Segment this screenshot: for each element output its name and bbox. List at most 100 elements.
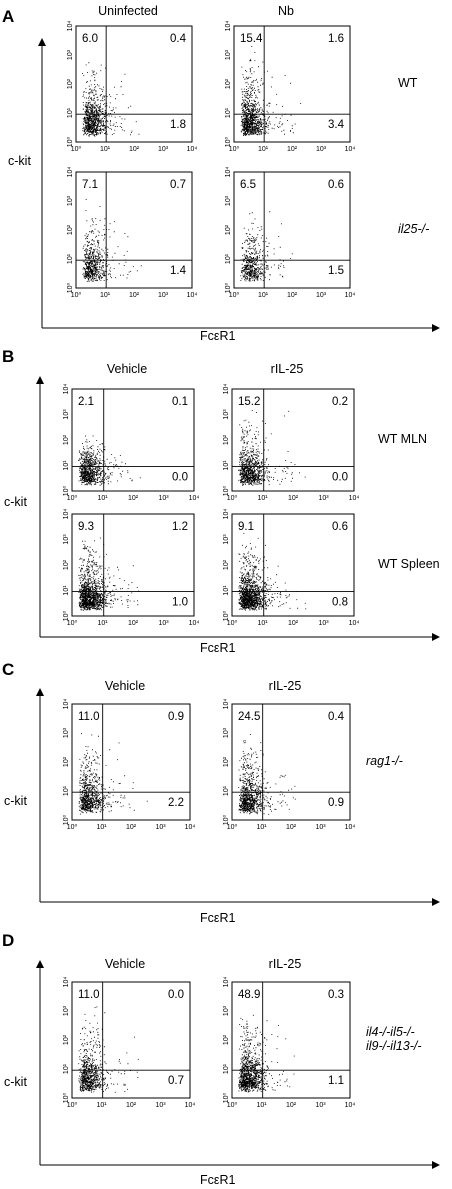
y-tick-label: 10²	[67, 78, 74, 89]
y-axis-arrowhead	[36, 960, 44, 968]
quadrant-upper-right: 0.6	[332, 521, 348, 533]
x-axis-label: FcεR1	[200, 641, 235, 655]
quadrant-upper-left: 24.5	[238, 711, 260, 723]
x-tick-label: 10⁰	[229, 145, 240, 153]
y-tick-label: 10¹	[223, 585, 230, 596]
y-tick-label: 10⁰	[66, 283, 74, 294]
x-tick-label: 10¹	[100, 292, 111, 299]
row-label: il25-/-	[398, 222, 429, 236]
x-axis-arrowhead	[432, 633, 440, 641]
quadrant-lower-right: 1.0	[172, 597, 188, 609]
y-tick-label: 10⁴	[223, 977, 230, 988]
y-tick-label: 10²	[223, 756, 230, 767]
y-tick-label: 10³	[223, 727, 230, 738]
y-tick-label: 10³	[67, 195, 74, 206]
x-tick-label: 10⁰	[227, 494, 238, 502]
quadrant-upper-left: 15.2	[238, 396, 260, 408]
column-label: Nb	[278, 4, 294, 18]
event-dots	[238, 1014, 295, 1093]
x-tick-label: 10¹	[97, 620, 108, 627]
plot-frame	[71, 388, 195, 492]
x-tick-label: 10²	[287, 146, 298, 153]
x-tick-label: 10¹	[257, 620, 268, 627]
quadrant-upper-right: 0.9	[168, 711, 184, 723]
x-tick-label: 10⁰	[67, 619, 78, 627]
x-axis-label: FcεR1	[200, 911, 235, 925]
y-tick-label: 10⁰	[222, 1093, 230, 1104]
y-tick-label: 10¹	[223, 785, 230, 796]
quadrant-lower-right: 3.4	[328, 119, 345, 131]
row-label: WT	[398, 76, 418, 90]
plot-frame	[233, 25, 351, 143]
quadrant-lower-right: 1.1	[328, 1075, 344, 1087]
y-tick-label: 10²	[63, 756, 70, 767]
y-tick-label: 10³	[63, 727, 70, 738]
quadrant-upper-right: 0.2	[332, 396, 348, 408]
x-tick-label: 10⁴	[345, 292, 356, 299]
y-tick-label: 10²	[223, 434, 230, 445]
y-tick-label: 10¹	[63, 1063, 70, 1074]
y-tick-label: 10⁰	[222, 486, 230, 497]
x-tick-label: 10⁴	[185, 824, 196, 831]
event-dots	[240, 46, 302, 136]
y-tick-label: 10¹	[67, 253, 74, 264]
event-dots	[238, 734, 296, 815]
x-tick-label: 10³	[315, 1102, 326, 1109]
quadrant-upper-right: 1.6	[328, 33, 344, 45]
y-tick-label: 10²	[63, 1034, 70, 1045]
x-tick-label: 10³	[158, 620, 169, 627]
y-tick-label: 10³	[225, 195, 232, 206]
plot-frame	[231, 513, 355, 617]
x-tick-label: 10⁴	[345, 146, 356, 153]
y-tick-label: 10⁰	[224, 137, 232, 148]
column-label: rIL-25	[271, 362, 304, 376]
x-tick-label: 10⁰	[71, 291, 82, 299]
y-tick-label: 10⁴	[63, 977, 70, 988]
x-tick-label: 10³	[316, 292, 327, 299]
x-tick-label: 10³	[318, 495, 329, 502]
y-axis-arrowhead	[38, 38, 46, 46]
x-tick-label: 10¹	[97, 495, 108, 502]
x-tick-label: 10⁴	[345, 1102, 356, 1109]
y-axis-arrowhead	[36, 688, 44, 696]
plot-frame	[231, 703, 351, 821]
y-tick-label: 10⁰	[62, 486, 70, 497]
x-tick-label: 10¹	[100, 146, 111, 153]
x-tick-label: 10³	[158, 146, 169, 153]
quadrant-upper-left: 2.1	[78, 396, 94, 408]
y-tick-label: 10¹	[63, 460, 70, 471]
column-label: Vehicle	[107, 362, 147, 376]
y-tick-label: 10²	[63, 434, 70, 445]
x-tick-label: 10¹	[256, 1102, 267, 1109]
quadrant-upper-left: 11.0	[78, 711, 100, 723]
x-tick-label: 10²	[128, 495, 139, 502]
column-label: rIL-25	[269, 957, 302, 971]
x-tick-label: 10¹	[96, 824, 107, 831]
x-tick-label: 10⁴	[189, 495, 200, 502]
x-tick-label: 10⁰	[67, 823, 78, 831]
x-tick-label: 10²	[129, 292, 140, 299]
event-dots	[82, 199, 142, 282]
plot-frame	[231, 388, 355, 492]
quadrant-upper-left: 6.0	[82, 33, 98, 45]
y-tick-label: 10⁴	[67, 167, 74, 178]
y-tick-label: 10⁰	[62, 815, 70, 826]
quadrant-upper-right: 0.6	[328, 179, 344, 191]
y-tick-label: 10⁰	[62, 1093, 70, 1104]
x-tick-label: 10¹	[258, 146, 269, 153]
y-tick-label: 10⁴	[223, 509, 230, 520]
y-tick-label: 10³	[223, 534, 230, 545]
plot-frame	[71, 513, 195, 617]
column-label: Vehicle	[105, 679, 145, 693]
y-tick-label: 10⁰	[222, 815, 230, 826]
x-tick-label: 10²	[129, 146, 140, 153]
quadrant-upper-left: 11.0	[78, 989, 100, 1001]
x-axis-label: FcεR1	[200, 1173, 235, 1187]
